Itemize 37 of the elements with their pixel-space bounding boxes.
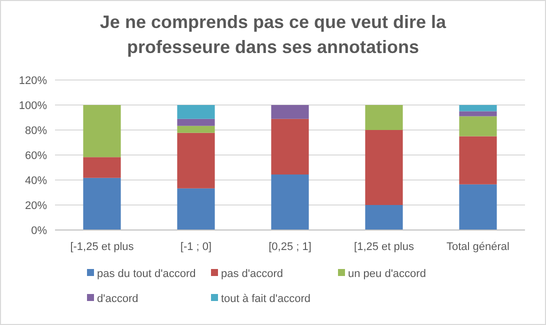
bar xyxy=(271,118,309,174)
chart-title: Je ne comprends pas ce que veut dire la professeure dans ses annotations xyxy=(100,12,448,57)
y-tick-label: 100% xyxy=(18,100,48,112)
legend-label: d'accord xyxy=(97,293,138,305)
legend-label: tout à fait d'accord xyxy=(221,293,311,305)
y-tick-label: 120% xyxy=(18,75,48,87)
bar xyxy=(365,130,403,205)
bar xyxy=(459,105,497,112)
y-tick-label: 80% xyxy=(24,125,48,137)
bar xyxy=(177,132,215,188)
bar xyxy=(83,105,121,158)
x-tick-label: [0,25 ; 1] xyxy=(268,241,312,253)
legend-label: pas du tout d'accord xyxy=(97,268,196,280)
x-tick-label: Total général xyxy=(446,241,510,253)
bar xyxy=(459,111,497,116)
x-tick-label: [-1 ; 0] xyxy=(180,241,212,253)
bar xyxy=(271,174,309,230)
bar xyxy=(177,118,215,126)
legend-label: un peu d'accord xyxy=(348,268,426,280)
bar xyxy=(177,188,215,230)
bar xyxy=(365,105,403,130)
bar xyxy=(177,105,215,119)
legend-label: pas d'accord xyxy=(221,268,284,280)
y-tick-label: 40% xyxy=(24,175,48,187)
bar xyxy=(459,184,497,230)
bar xyxy=(177,126,215,133)
bar xyxy=(83,178,121,230)
bar xyxy=(365,205,403,230)
bar xyxy=(271,105,309,119)
x-tick-label: [-1,25 et plus xyxy=(70,241,134,253)
bar xyxy=(459,116,497,136)
bar xyxy=(83,157,121,178)
x-tick-label: [1,25 et plus xyxy=(354,241,414,253)
y-tick-label: 60% xyxy=(24,150,48,162)
y-tick-label: 20% xyxy=(24,200,48,212)
bar xyxy=(459,136,497,184)
y-tick-label: 0% xyxy=(31,225,48,237)
